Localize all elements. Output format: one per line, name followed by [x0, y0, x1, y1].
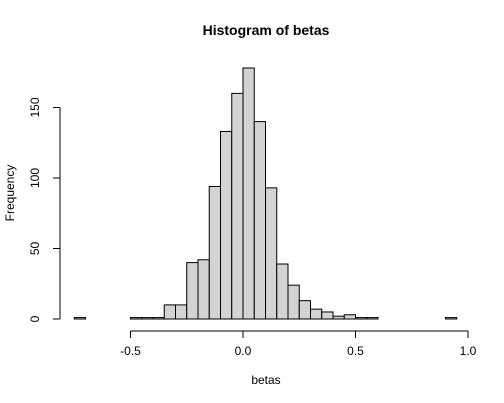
histogram-bar	[310, 308, 323, 320]
histogram-bar	[343, 314, 356, 320]
histogram-bar	[197, 259, 210, 320]
histogram-bar	[175, 304, 188, 320]
histogram-bar	[355, 317, 368, 320]
x-axis: -0.5 0.0 0.5 1.0	[120, 330, 477, 358]
y-tick-label: 150	[28, 97, 42, 117]
histogram-bar	[231, 92, 244, 320]
x-tick-label: -0.5	[120, 344, 141, 358]
histogram-bar	[242, 67, 255, 320]
histogram-bar	[163, 304, 176, 320]
histogram-bar	[141, 317, 154, 320]
histogram-bar	[265, 187, 278, 320]
histogram-bar	[366, 317, 379, 320]
y-axis: 0 50 100 150	[28, 97, 61, 322]
histogram-bar	[220, 130, 233, 320]
histogram-bar	[186, 262, 199, 320]
histogram-bar	[130, 317, 143, 320]
x-tick-label: 0.5	[347, 344, 364, 358]
x-tick-label: 1.0	[460, 344, 477, 358]
x-axis-label: betas	[251, 373, 280, 387]
y-axis-label: Frequency	[3, 165, 17, 222]
x-tick-label: 0.0	[235, 344, 252, 358]
histogram-bar	[445, 317, 458, 320]
histogram-bar	[73, 317, 86, 320]
histogram-bar	[253, 121, 266, 320]
histogram-bar	[332, 315, 345, 320]
y-tick-label: 100	[28, 168, 42, 188]
y-tick-label: 0	[28, 315, 42, 322]
chart-title: Histogram of betas	[203, 22, 330, 38]
histogram-bar	[287, 284, 300, 320]
histogram-bar	[298, 300, 311, 320]
bars-group	[73, 67, 458, 320]
histogram-bar	[208, 185, 221, 320]
histogram-bar	[152, 317, 165, 320]
y-tick-label: 50	[28, 242, 42, 256]
histogram-bar	[276, 263, 289, 320]
histogram-bar	[321, 311, 334, 320]
